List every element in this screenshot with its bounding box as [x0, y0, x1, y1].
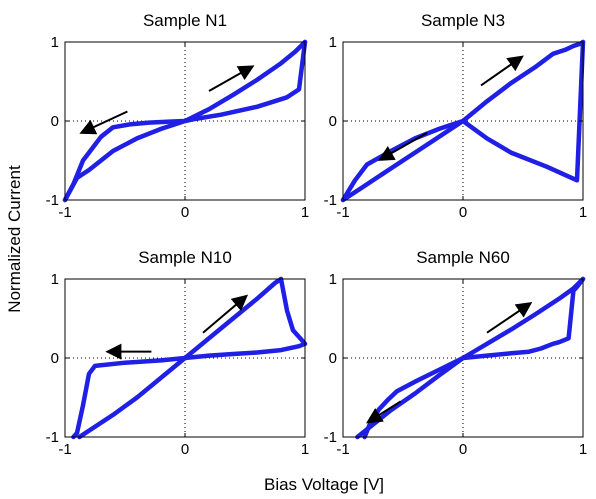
y-tick-label: 1 [329, 271, 337, 288]
series-line-1 [340, 39, 586, 203]
y-tick-label: 1 [329, 34, 337, 51]
y-tick-label: 0 [51, 113, 59, 130]
direction-arrow-1 [486, 302, 533, 334]
series-line-2 [362, 276, 586, 440]
x-tick-label: 0 [459, 204, 467, 221]
panel-title: Sample N10 [138, 248, 232, 267]
panel-title: Sample N1 [143, 11, 227, 30]
x-tick-label: -1 [58, 441, 71, 458]
series-line-1 [77, 276, 284, 440]
x-axis-label: Bias Voltage [V] [264, 475, 384, 494]
x-tick-label: 1 [579, 204, 587, 221]
panel-n60: Sample N60 -1-1 0 0 1 1 [324, 248, 588, 458]
series-line-2 [340, 39, 586, 203]
panel-title: Sample N60 [416, 248, 510, 267]
series-line-2 [62, 39, 308, 203]
y-tick-label: 1 [51, 271, 59, 288]
y-axis-label: Normalized Current [5, 165, 24, 313]
series-line-1 [355, 276, 586, 440]
x-tick-label: -1 [58, 204, 71, 221]
y-tick-label: -1 [46, 192, 59, 209]
y-tick-label: 0 [329, 113, 337, 130]
y-tick-label: 0 [51, 350, 59, 367]
y-tick-label: -1 [46, 429, 59, 446]
direction-arrow-1 [208, 65, 255, 92]
series-line-1 [62, 39, 308, 203]
x-tick-label: 1 [301, 441, 309, 458]
direction-arrow-1 [202, 294, 249, 334]
x-tick-label: 1 [579, 441, 587, 458]
x-tick-label: 0 [181, 441, 189, 458]
direction-arrow-2 [366, 400, 402, 424]
series-line-2 [71, 276, 308, 440]
x-tick-label: 0 [459, 441, 467, 458]
direction-arrow-1 [480, 55, 524, 87]
panel-n10: Sample N10 -1-1 0 0 1 1 [46, 248, 310, 458]
x-tick-label: 1 [301, 204, 309, 221]
panel-n1: Sample N1 -1-1 0 0 1 1 [46, 11, 310, 221]
y-tick-label: 1 [51, 34, 59, 51]
y-tick-label: 0 [329, 350, 337, 367]
x-tick-label: 0 [181, 204, 189, 221]
direction-arrow-2 [377, 131, 428, 161]
panel-n3: Sample N3 -1-1 0 0 1 1 [324, 11, 588, 221]
direction-arrow-2 [79, 110, 128, 135]
y-tick-label: -1 [324, 192, 337, 209]
x-tick-label: -1 [336, 441, 349, 458]
y-tick-label: -1 [324, 429, 337, 446]
panel-title: Sample N3 [421, 11, 505, 30]
x-tick-label: -1 [336, 204, 349, 221]
